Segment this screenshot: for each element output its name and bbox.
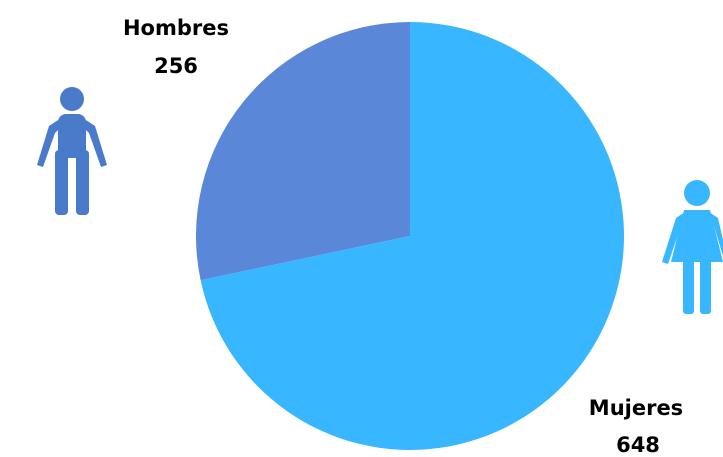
woman-icon xyxy=(662,180,723,314)
pie-slice-hombres xyxy=(196,22,410,281)
man-icon xyxy=(37,87,107,215)
category-label-mujeres: Mujeres xyxy=(589,396,683,420)
value-label-mujeres: 648 xyxy=(616,433,660,457)
pie-slices xyxy=(196,22,625,450)
value-label-hombres: 256 xyxy=(154,54,198,78)
category-label-hombres: Hombres xyxy=(123,16,229,40)
pie-slice-mujeres xyxy=(200,22,625,450)
